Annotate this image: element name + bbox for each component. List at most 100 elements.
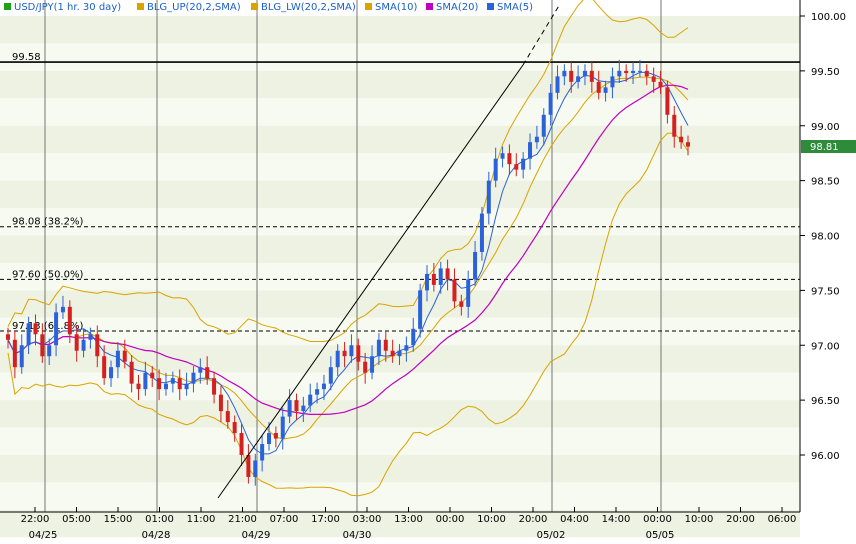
candle-body [308, 394, 313, 406]
candles [6, 59, 690, 486]
candle-body [157, 378, 162, 390]
candle-body [424, 273, 429, 291]
candle-body [47, 345, 52, 357]
candle-body [514, 164, 519, 170]
candle-body [679, 136, 684, 143]
candle-body [445, 268, 450, 280]
candle-body [136, 383, 141, 390]
level-label: 98.08 (38.2%) [12, 217, 83, 228]
candle-body [349, 345, 354, 357]
current-price-label: 98.81 [810, 142, 839, 153]
band-stripe [0, 509, 800, 538]
band-stripe [0, 455, 800, 483]
candle-body [452, 279, 457, 302]
candle-body [67, 306, 72, 335]
band-stripe [0, 180, 800, 209]
candle-body [74, 334, 79, 351]
candle-body [287, 400, 292, 417]
candle-body [404, 345, 409, 351]
candle-body [294, 400, 299, 412]
candle-body [184, 383, 189, 390]
candle-body [534, 136, 539, 143]
candle-body [163, 383, 168, 390]
candle-body [356, 345, 361, 362]
candle-body [88, 334, 93, 340]
candle-body [651, 76, 656, 82]
candle-body [507, 153, 512, 165]
date-label: 05/05 [646, 530, 675, 541]
band-stripe [0, 98, 800, 126]
band-stripe [0, 372, 800, 401]
trend-line-solid [217, 64, 524, 499]
candle-body [95, 334, 100, 357]
level-label: 97.13 (61.8%) [12, 321, 83, 332]
candle-body [473, 251, 478, 280]
candle-body [562, 70, 567, 77]
time-tick-label: 11:00 [187, 514, 216, 525]
candle-body [253, 460, 258, 477]
candle-body [328, 367, 333, 384]
time-tick-label: 01:00 [145, 514, 174, 525]
candle-body [60, 306, 65, 313]
sma-20 [7, 84, 689, 415]
candle-body [246, 455, 251, 477]
candle-body [273, 433, 278, 439]
price-tick-label: 97.50 [811, 286, 840, 297]
band-stripe [0, 153, 800, 181]
price-tick-label: 98.50 [811, 177, 840, 188]
band-stripe [0, 16, 800, 44]
price-tick-label: 97.00 [811, 341, 840, 352]
candle-body [624, 70, 629, 74]
time-tick-label: 07:00 [270, 514, 299, 525]
legend-swatch [365, 3, 372, 10]
candle-body [459, 301, 464, 307]
candle-body [225, 411, 230, 423]
candle-body [686, 142, 690, 147]
current-price-box [801, 140, 856, 153]
date-label: 04/28 [142, 530, 171, 541]
price-tick-label: 99.00 [811, 122, 840, 133]
candle-body [232, 422, 237, 434]
background-bands [0, 16, 800, 538]
time-tick-label: 10:00 [685, 514, 714, 525]
candle-body [54, 312, 59, 346]
legend-swatch [137, 3, 144, 10]
time-tick-label: 10:00 [477, 514, 506, 525]
trend-line-extension [522, 3, 561, 66]
bollinger-upper [7, 0, 689, 342]
band-stripe [0, 208, 800, 236]
candle-body [479, 213, 484, 252]
candle-body [376, 339, 381, 357]
time-tick-label: 03:00 [353, 514, 382, 525]
date-label: 04/29 [242, 530, 271, 541]
candle-body [212, 378, 217, 395]
candle-body [411, 328, 416, 346]
time-tick-label: 06:00 [768, 514, 797, 525]
candle-body [672, 114, 677, 137]
legend-label: SMA(20) [436, 2, 478, 13]
time-tick-label: 00:00 [643, 514, 672, 525]
candle-body [617, 70, 622, 77]
candle-body [321, 383, 326, 390]
candle-body [150, 372, 155, 379]
candle-body [129, 361, 134, 384]
candle-body [486, 180, 491, 214]
time-tick-label: 15:00 [104, 514, 133, 525]
candle-body [315, 389, 320, 395]
candle-body [335, 350, 340, 368]
time-tick-label: 20:00 [726, 514, 755, 525]
price-tick-label: 96.00 [811, 451, 840, 462]
candle-body [177, 378, 182, 390]
candle-body [122, 350, 127, 362]
price-tick-label: 96.50 [811, 396, 840, 407]
candle-body [576, 76, 581, 82]
legend-label: USD/JPY(1 hr. 30 day) [14, 2, 121, 13]
band-stripe [0, 70, 800, 99]
candle-body [218, 394, 223, 412]
band-stripe [0, 290, 800, 318]
candle-body [541, 114, 546, 137]
candle-body [205, 367, 210, 379]
candle-body [500, 153, 505, 159]
date-label: 04/25 [29, 530, 58, 541]
